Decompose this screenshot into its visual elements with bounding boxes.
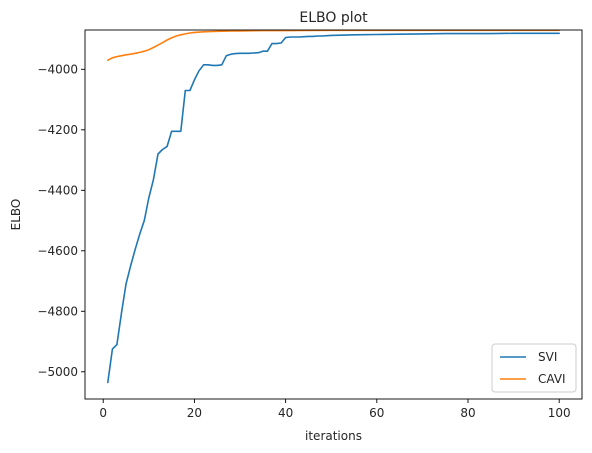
axes-frame: [84, 29, 583, 400]
y-axis-label: ELBO: [9, 199, 23, 231]
y-tick-label: −4000: [37, 62, 78, 76]
x-tick-label: 40: [278, 406, 293, 420]
legend-label-svi: SVI: [538, 350, 557, 364]
x-tick-label: 80: [460, 406, 475, 420]
y-tick-label: −4400: [37, 183, 78, 197]
legend-box: [491, 343, 577, 393]
chart-title: ELBO plot: [299, 10, 368, 26]
x-tick-label: 20: [187, 406, 202, 420]
x-axis-label: iterations: [305, 429, 362, 443]
axes-layer: 0 20 40 60 80 100 −5000 −4800 −4600 −4400 −4200 −40…: [37, 29, 583, 420]
y-tick-label: −4200: [37, 123, 78, 137]
legend-label-cavi: CAVI: [538, 372, 566, 386]
series-line-svi: [107, 32, 561, 384]
y-tick-label: −4800: [37, 304, 78, 318]
plot-area: [85, 30, 582, 399]
x-tick-label: 60: [369, 406, 384, 420]
legend: SVI CAVI: [491, 343, 577, 393]
y-tick-label: −5000: [37, 365, 78, 379]
x-tick-label: 100: [548, 406, 571, 420]
y-tick-label: −4600: [37, 244, 78, 258]
x-tick-label: 0: [99, 406, 107, 420]
